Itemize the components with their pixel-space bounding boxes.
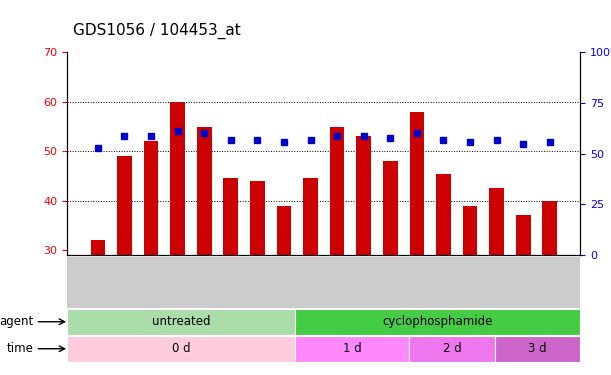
Bar [356,136,371,255]
Bar [409,112,424,255]
Bar [463,206,477,255]
Bar [144,141,158,255]
Text: 0 d: 0 d [172,342,191,355]
Bar [383,161,398,255]
Bar [516,216,530,255]
Text: untreated: untreated [152,315,211,328]
Text: agent: agent [0,315,34,328]
Bar [250,181,265,255]
Bar [90,240,105,255]
Bar [224,178,238,255]
Bar [117,156,132,255]
Text: GDS1056 / 104453_at: GDS1056 / 104453_at [73,23,241,39]
Text: time: time [7,342,34,355]
Text: 1 d: 1 d [343,342,362,355]
Text: 3 d: 3 d [529,342,547,355]
Bar [489,188,504,255]
Bar [277,206,291,255]
Bar [436,174,451,255]
Bar [303,178,318,255]
Bar [170,102,185,255]
Bar [330,127,345,255]
Text: cyclophosphamide: cyclophosphamide [382,315,493,328]
Bar [543,201,557,255]
Bar [197,127,211,255]
Text: 2 d: 2 d [443,342,461,355]
